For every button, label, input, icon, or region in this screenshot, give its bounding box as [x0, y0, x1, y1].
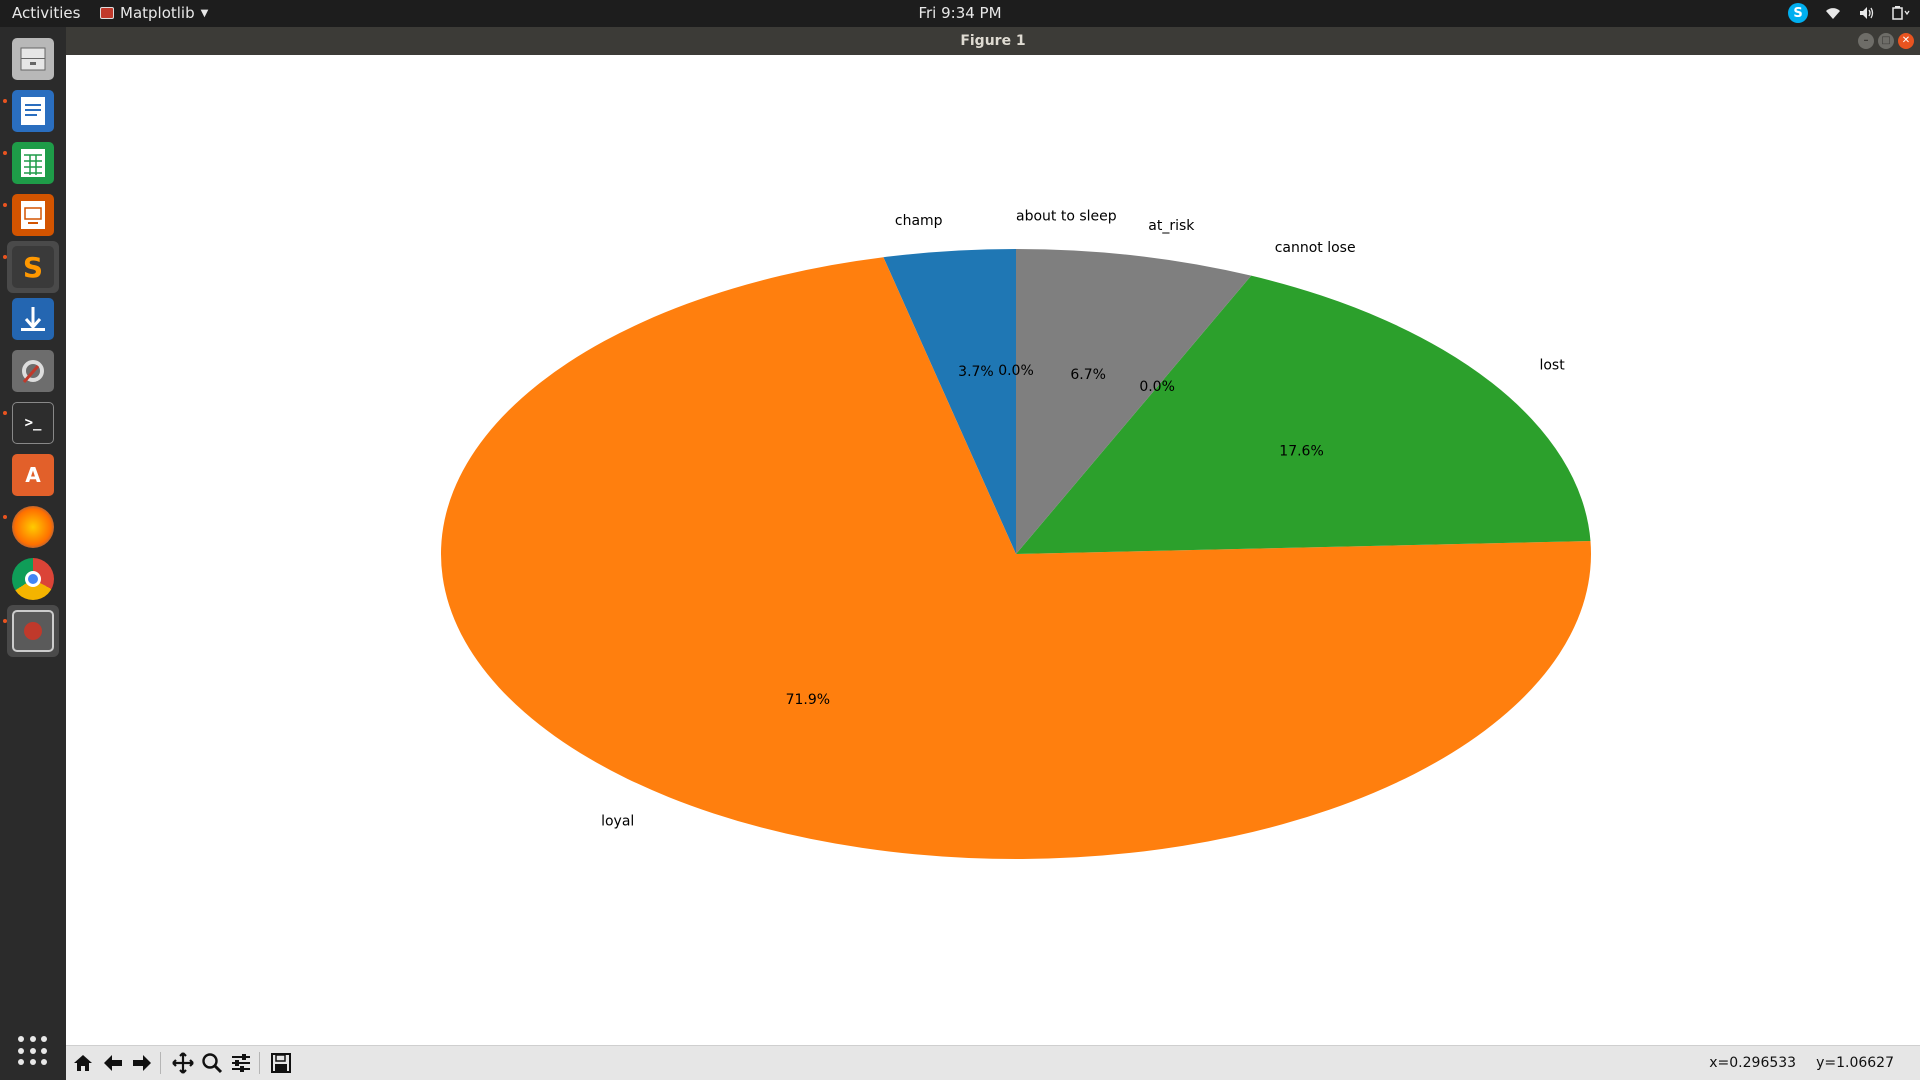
save-floppy-icon[interactable] — [268, 1050, 294, 1076]
slice-label-lost: lost — [1539, 358, 1565, 374]
calc-launcher[interactable] — [7, 137, 59, 189]
volume-icon[interactable] — [1858, 4, 1876, 22]
pie-chart: champ 3.7% loyal 71.9% lost 17.6% at_risk 6.7% 0… — [441, 209, 1592, 859]
slice-percent-loyal: 71.9% — [786, 692, 830, 708]
window-titlebar[interactable]: Figure 1 – □ ✕ — [66, 27, 1920, 55]
slice-label-at-risk: at_risk — [1148, 218, 1195, 234]
running-indicator — [3, 203, 7, 207]
firefox-launcher[interactable] — [7, 501, 59, 553]
x-coordinate-readout: x=0.296533 — [1709, 1055, 1797, 1071]
close-button[interactable]: ✕ — [1898, 33, 1914, 49]
running-indicator — [3, 151, 7, 155]
slice-percent-at-risk: 6.7% — [1070, 367, 1106, 383]
slice-percent-zero-right: 0.0% — [1139, 379, 1175, 395]
launcher-dock: S >_ A — [0, 27, 66, 1080]
chevron-down-icon: ▼ — [200, 7, 209, 19]
pie-slice-champ — [883, 249, 1016, 554]
overlapping-labels-top: about to sleep — [1016, 209, 1117, 225]
presentation-icon — [12, 194, 54, 236]
firefox-icon — [12, 506, 54, 548]
zoom-magnifier-icon[interactable] — [199, 1050, 225, 1076]
app-menu-label: Matplotlib — [120, 4, 195, 22]
chrome-icon — [12, 558, 54, 600]
power-menu-icon[interactable] — [1892, 4, 1910, 22]
slice-label-loyal: loyal — [601, 814, 634, 830]
matplotlib-figure-icon — [12, 610, 54, 652]
configure-subplots-icon[interactable] — [228, 1050, 254, 1076]
slice-percent-champ: 3.7% — [958, 364, 994, 380]
home-icon[interactable] — [70, 1050, 96, 1076]
running-indicator — [3, 515, 7, 519]
terminal-launcher[interactable]: >_ — [7, 397, 59, 449]
transmission-launcher[interactable] — [7, 293, 59, 345]
slice-label-champ: champ — [895, 213, 943, 229]
forward-arrow-icon[interactable] — [129, 1050, 155, 1076]
back-arrow-icon[interactable] — [100, 1050, 126, 1076]
navigation-toolbar: x=0.296533 y=1.06627 — [66, 1045, 1920, 1080]
toolbar-separator — [259, 1052, 260, 1074]
cursor-coordinates: x=0.296533 y=1.06627 — [1709, 1055, 1894, 1071]
running-indicator — [3, 411, 7, 415]
show-applications-icon[interactable] — [18, 1036, 48, 1066]
running-indicator — [3, 99, 7, 103]
system-tools-launcher[interactable] — [7, 345, 59, 397]
pie-slice-loyal — [441, 257, 1592, 859]
matplotlib-app-icon — [100, 7, 114, 19]
sublime-text-icon: S — [12, 246, 54, 288]
pan-icon[interactable] — [170, 1050, 196, 1076]
figure-window-launcher[interactable] — [7, 605, 59, 657]
software-launcher[interactable]: A — [7, 449, 59, 501]
maximize-button[interactable]: □ — [1878, 33, 1894, 49]
app-menu[interactable]: Matplotlib ▼ — [100, 4, 208, 22]
file-cabinet-icon — [12, 38, 54, 80]
writer-launcher[interactable] — [7, 85, 59, 137]
impress-launcher[interactable] — [7, 189, 59, 241]
document-icon — [12, 90, 54, 132]
activities-button[interactable]: Activities — [12, 4, 81, 22]
minimize-button[interactable]: – — [1858, 33, 1874, 49]
system-tray: S — [1788, 3, 1910, 23]
terminal-icon: >_ — [12, 402, 54, 444]
slice-percent-zero-top: 0.0% — [998, 363, 1034, 379]
window-title: Figure 1 — [960, 33, 1026, 49]
skype-icon[interactable]: S — [1788, 3, 1808, 23]
files-launcher[interactable] — [7, 33, 59, 85]
wifi-icon[interactable] — [1824, 4, 1842, 22]
overlapping-labels-right: cannot lose — [1275, 240, 1356, 256]
top-bar: Activities Matplotlib ▼ Fri 9:34 PM S — [0, 0, 1920, 27]
toolbar-separator — [160, 1052, 161, 1074]
spreadsheet-icon — [12, 142, 54, 184]
clock[interactable]: Fri 9:34 PM — [918, 4, 1002, 22]
running-indicator — [3, 255, 7, 259]
slice-percent-lost: 17.6% — [1279, 443, 1323, 459]
wrench-gear-icon — [12, 350, 54, 392]
chrome-launcher[interactable] — [7, 553, 59, 605]
pie-slice-lost — [1016, 275, 1591, 554]
sublime-launcher[interactable]: S — [7, 241, 59, 293]
download-arrow-icon — [12, 298, 54, 340]
running-indicator — [3, 619, 7, 623]
y-coordinate-readout: y=1.06627 — [1816, 1055, 1894, 1071]
pie-slice-at-risk — [1016, 249, 1252, 554]
shopping-bag-icon: A — [12, 454, 54, 496]
figure-canvas[interactable]: champ 3.7% loyal 71.9% lost 17.6% at_risk 6.7% 0… — [66, 55, 1920, 1045]
